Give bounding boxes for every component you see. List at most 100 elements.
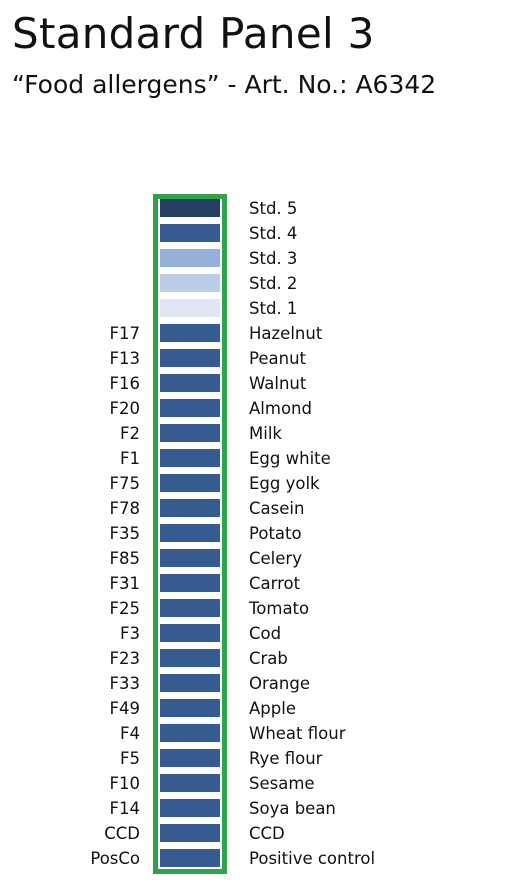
strip-row: Std. 2 [0,271,532,296]
strip-band [160,499,220,517]
strip-band [160,449,220,467]
allergen-code: F23 [109,649,141,668]
allergen-code: F25 [109,599,141,618]
allergen-code: F4 [120,724,140,743]
strip-band [160,299,220,317]
allergen-label: Egg white [249,449,331,468]
strip-row: F20 Almond [0,396,532,421]
allergen-code: F16 [109,374,141,393]
allergen-code: CCD [104,824,140,843]
strip-row: PosCo Positive control [0,846,532,871]
allergen-label: Orange [249,674,310,693]
strip-band [160,524,220,542]
strip-row: F16 Walnut [0,371,532,396]
allergen-label: Sesame [249,774,315,793]
strip-band [160,574,220,592]
allergen-code: F10 [109,774,141,793]
strip-row: F75 Egg yolk [0,471,532,496]
panel-subtitle: “Food allergens” - Art. No.: A6342 [12,70,437,99]
strip-band [160,374,220,392]
allergen-label: Rye flour [249,749,323,768]
strip-row: F4 Wheat flour [0,721,532,746]
allergen-label: Soya bean [249,799,336,818]
allergen-label: Almond [249,399,312,418]
strip-row: F49 Apple [0,696,532,721]
strip-row: Std. 5 [0,196,532,221]
allergen-label: Crab [249,649,288,668]
strip-band [160,324,220,342]
strip-band [160,649,220,667]
strip-row: Std. 3 [0,246,532,271]
allergen-label: Wheat flour [249,724,346,743]
allergen-code: F85 [109,549,141,568]
panel-title: Standard Panel 3 [12,9,375,58]
allergen-label: Std. 3 [249,249,298,268]
allergen-label: Milk [249,424,282,443]
allergen-label: Apple [249,699,296,718]
allergen-code: F20 [109,399,141,418]
strip-band [160,849,220,867]
strip-row: F14 Soya bean [0,796,532,821]
strip-band [160,399,220,417]
allergen-label: Walnut [249,374,307,393]
strip-row: F33 Orange [0,671,532,696]
strip-row: F10 Sesame [0,771,532,796]
allergen-label: Hazelnut [249,324,323,343]
allergen-label: Potato [249,524,302,543]
strip-row: F13 Peanut [0,346,532,371]
allergen-code: F35 [109,524,141,543]
strip-band [160,599,220,617]
allergen-code: F17 [109,324,141,343]
allergen-label: Celery [249,549,302,568]
strip-row: F5 Rye flour [0,746,532,771]
strip-band [160,549,220,567]
allergen-label: Std. 2 [249,274,298,293]
strip-band [160,249,220,267]
strip-band [160,749,220,767]
allergen-code: F1 [120,449,140,468]
strip-band [160,674,220,692]
allergen-code: F49 [109,699,141,718]
allergen-label: Positive control [249,849,376,868]
strip-band [160,274,220,292]
strip-band [160,349,220,367]
allergen-label: Tomato [249,599,310,618]
strip-band [160,774,220,792]
strip-row: F78 Casein [0,496,532,521]
strip-band [160,824,220,842]
strip-band [160,224,220,242]
strip-band [160,474,220,492]
allergen-label: Std. 1 [249,299,298,318]
allergen-label: Casein [249,499,305,518]
strip-row: F35 Potato [0,521,532,546]
strip-band [160,699,220,717]
strip-row: F31 Carrot [0,571,532,596]
strip-row: F3 Cod [0,621,532,646]
strip-row: CCD CCD [0,821,532,846]
strip-row: Std. 1 [0,296,532,321]
strip-row: Std. 4 [0,221,532,246]
strip-band [160,724,220,742]
allergen-code: F31 [109,574,141,593]
strip-row: F23 Crab [0,646,532,671]
strip-row: F25 Tomato [0,596,532,621]
allergen-code: F3 [120,624,140,643]
strip-row: F85 Celery [0,546,532,571]
strip-band [160,624,220,642]
allergen-code: F78 [109,499,141,518]
allergen-label: CCD [249,824,285,843]
strip-band [160,199,220,217]
strip-band [160,799,220,817]
strip-row: F2 Milk [0,421,532,446]
allergen-code: PosCo [90,849,140,868]
allergen-code: F33 [109,674,141,693]
allergen-code: F14 [109,799,141,818]
allergen-label: Peanut [249,349,307,368]
allergen-label: Std. 5 [249,199,298,218]
allergen-label: Std. 4 [249,224,298,243]
allergen-code: F75 [109,474,141,493]
allergen-code: F13 [109,349,141,368]
strip-row: F1 Egg white [0,446,532,471]
allergen-code: F5 [120,749,140,768]
strip-band [160,424,220,442]
